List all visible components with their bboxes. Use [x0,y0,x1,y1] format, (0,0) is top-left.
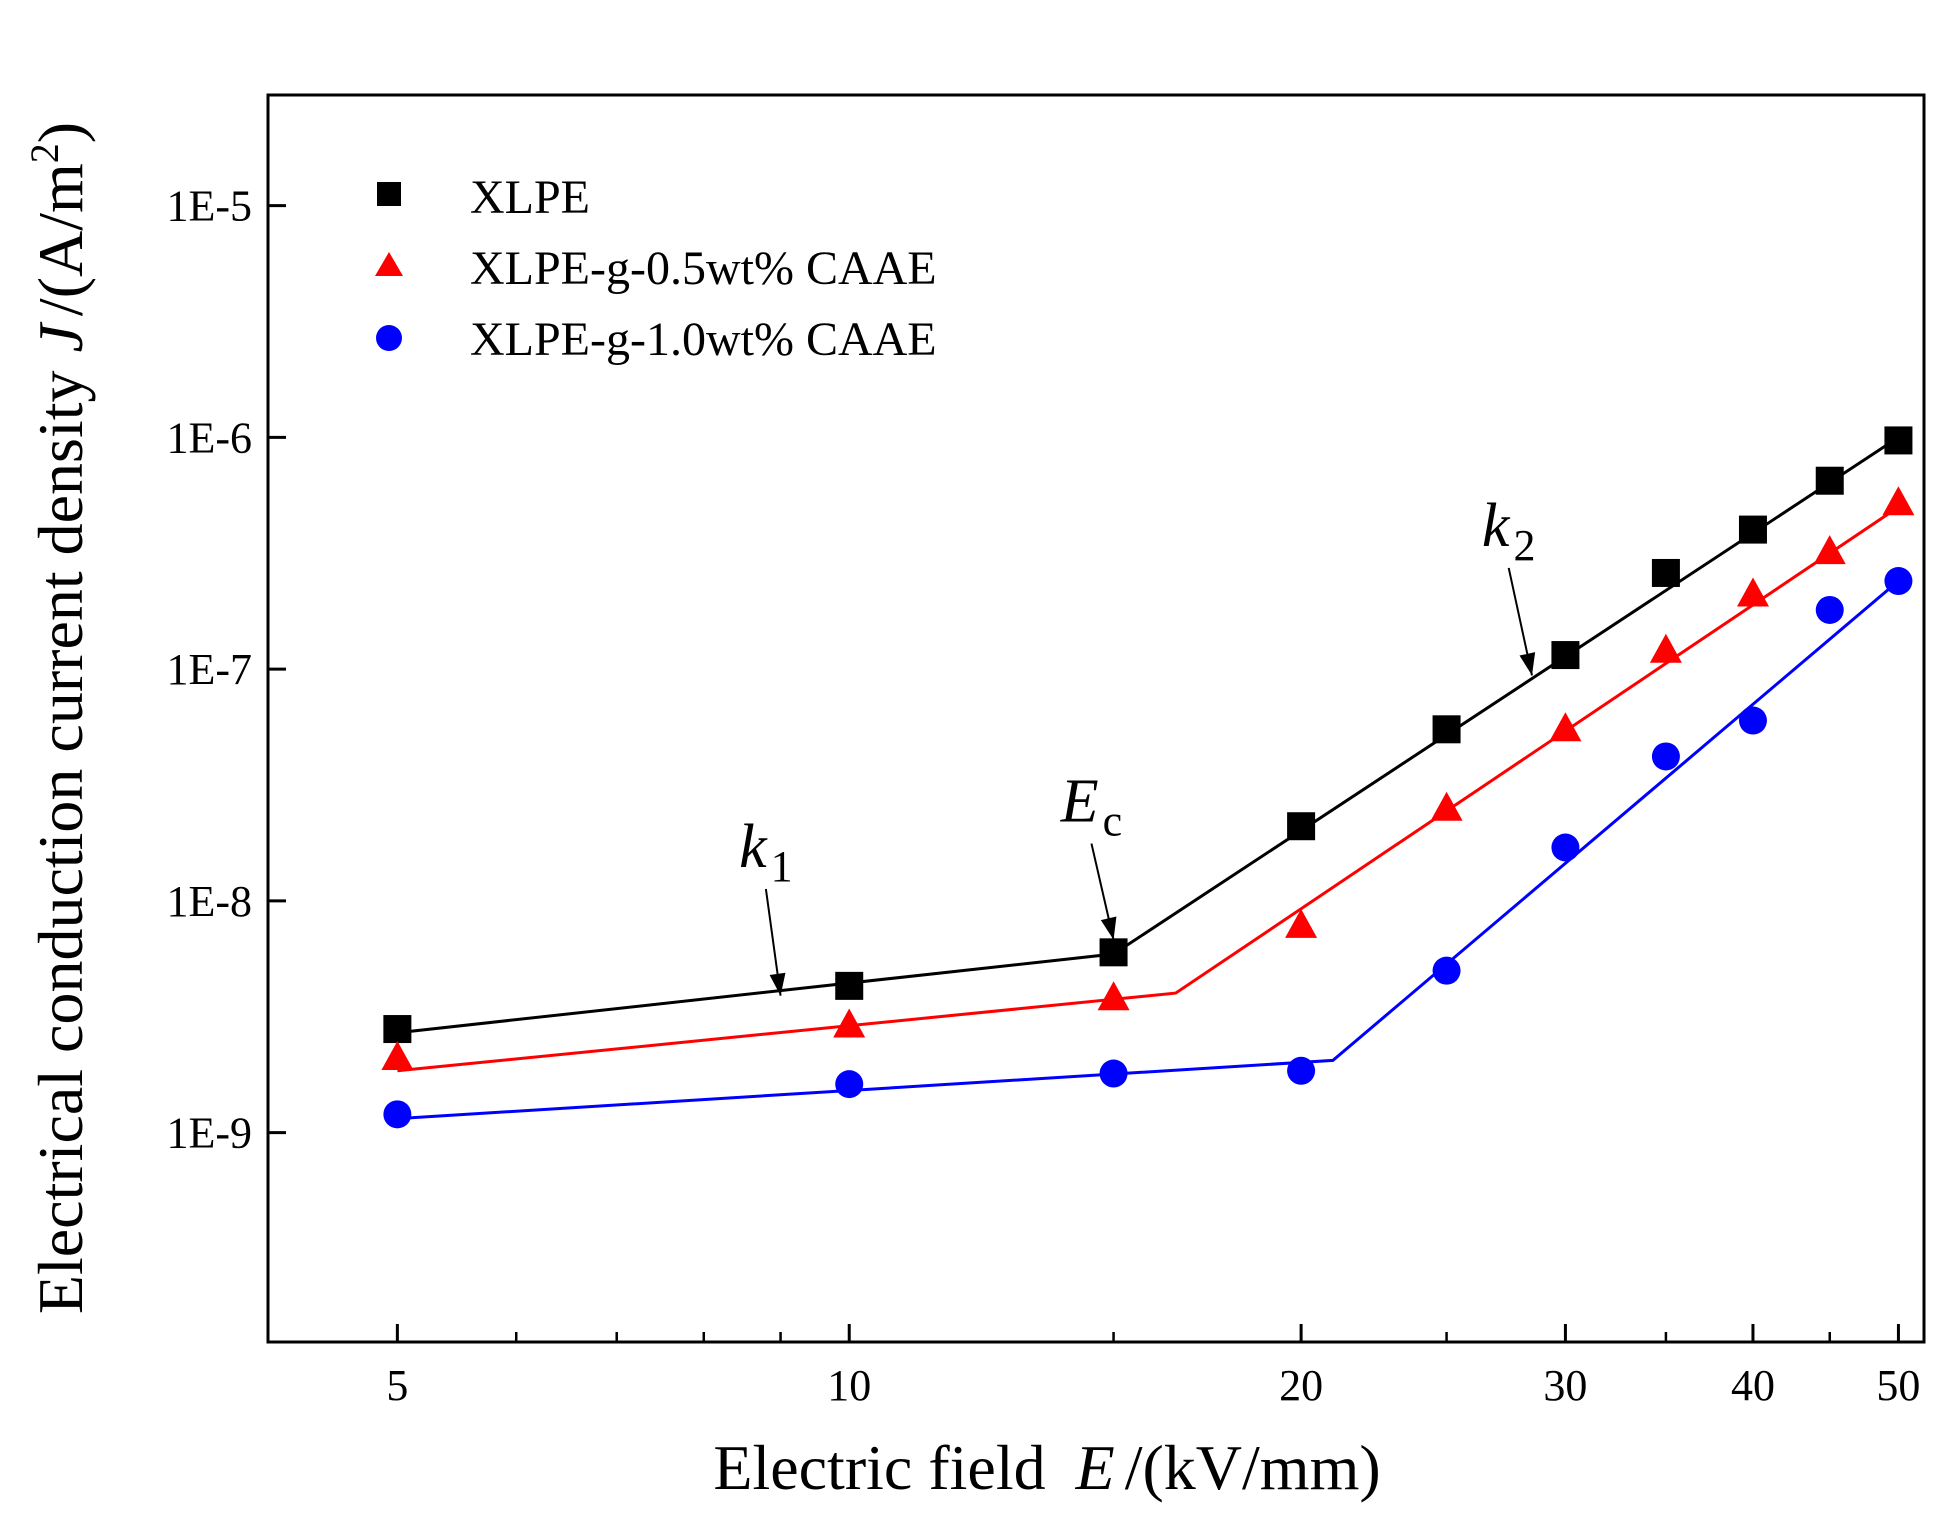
data-point-triangle [1649,633,1682,663]
data-point-triangle [1813,535,1846,565]
data-point-square [1551,641,1580,670]
x-tick-label: 10 [827,1361,871,1410]
y-axis-ticks: 1E-9 1E-8 1E-7 1E-6 1E-5 [166,182,286,1158]
data-point-square [1815,466,1844,495]
data-point-triangle [1549,712,1582,742]
data-point-square [1099,938,1128,967]
data-point-circle [1815,595,1844,624]
y-tick-label: 1E-5 [166,182,252,231]
y-tick-label: 1E-7 [166,645,252,694]
annotation-subscript: c [1103,797,1123,846]
data-point-circle [835,1070,864,1099]
x-tick-label: 30 [1543,1361,1587,1410]
legend-marker-xlpe-05 [375,252,403,276]
data-point-square [1287,812,1316,841]
annotation-symbol: E [1060,768,1099,836]
legend-marker-xlpe [377,182,401,206]
annotation-label: k1 [739,813,793,891]
x-axis-title: Electric field E/(kV/mm) [713,1432,1380,1503]
annotation-arrowhead [769,972,786,996]
data-point-circle [383,1100,412,1129]
annotation-symbol: k [739,813,768,881]
data-point-circle [1099,1059,1128,1088]
y-axis-title: Electrical conduction current densityJ/(… [22,122,96,1314]
x-axis-ticks: 5 10 20 30 40 50 [386,1324,1920,1410]
legend-label-xlpe-05: XLPE-g-0.5wt% CAAE [470,242,937,295]
data-point-circle [1432,956,1461,985]
annotation-subscript: 2 [1513,521,1535,570]
legend-marker-xlpe-10 [376,325,402,351]
data-point-triangle [1285,908,1318,938]
data-point-square [1738,515,1767,544]
data-point-circle [1551,833,1580,862]
data-point-square [1884,426,1913,455]
data-point-square [835,971,864,1000]
annotation-label: k2 [1482,492,1536,570]
data-point-square [1651,558,1680,587]
data-point-triangle [1882,486,1915,516]
fit-line [397,505,1900,1073]
data-point-square [383,1015,412,1044]
legend-label-xlpe-10: XLPE-g-1.0wt% CAAE [470,313,937,366]
y-tick-label: 1E-6 [166,413,252,462]
data-point-circle [1884,567,1913,596]
data-point-circle [1287,1056,1316,1085]
x-tick-label: 50 [1876,1361,1920,1410]
plot-frame [266,93,1926,1344]
data-point-circle [1738,706,1767,735]
data-point-triangle [1430,791,1463,821]
fit-line [397,436,1900,1035]
y-tick-label: 1E-9 [166,1109,252,1158]
annotation-symbol: k [1482,492,1511,560]
annotation-arrowhead [1519,652,1536,676]
data-point-triangle [833,1008,866,1038]
data-markers [381,426,1915,1129]
data-point-triangle [1737,577,1769,607]
annotation-subscript: 1 [771,842,793,891]
legend: XLPE XLPE-g-0.5wt% CAAE XLPE-g-1.0wt% CA… [375,171,937,366]
data-point-circle [1651,742,1680,771]
x-tick-label: 40 [1731,1361,1775,1410]
y-tick-label: 1E-8 [166,877,252,926]
annotation-label: Ec [1060,768,1122,846]
fit-line [397,579,1900,1121]
data-point-square [1432,715,1461,744]
x-tick-label: 5 [386,1361,408,1410]
legend-label-xlpe: XLPE [470,171,590,224]
fit-lines [397,436,1900,1121]
data-point-triangle [1097,981,1130,1011]
data-point-triangle [381,1041,414,1070]
x-tick-label: 20 [1279,1361,1323,1410]
annotation-arrowhead [1100,916,1117,940]
